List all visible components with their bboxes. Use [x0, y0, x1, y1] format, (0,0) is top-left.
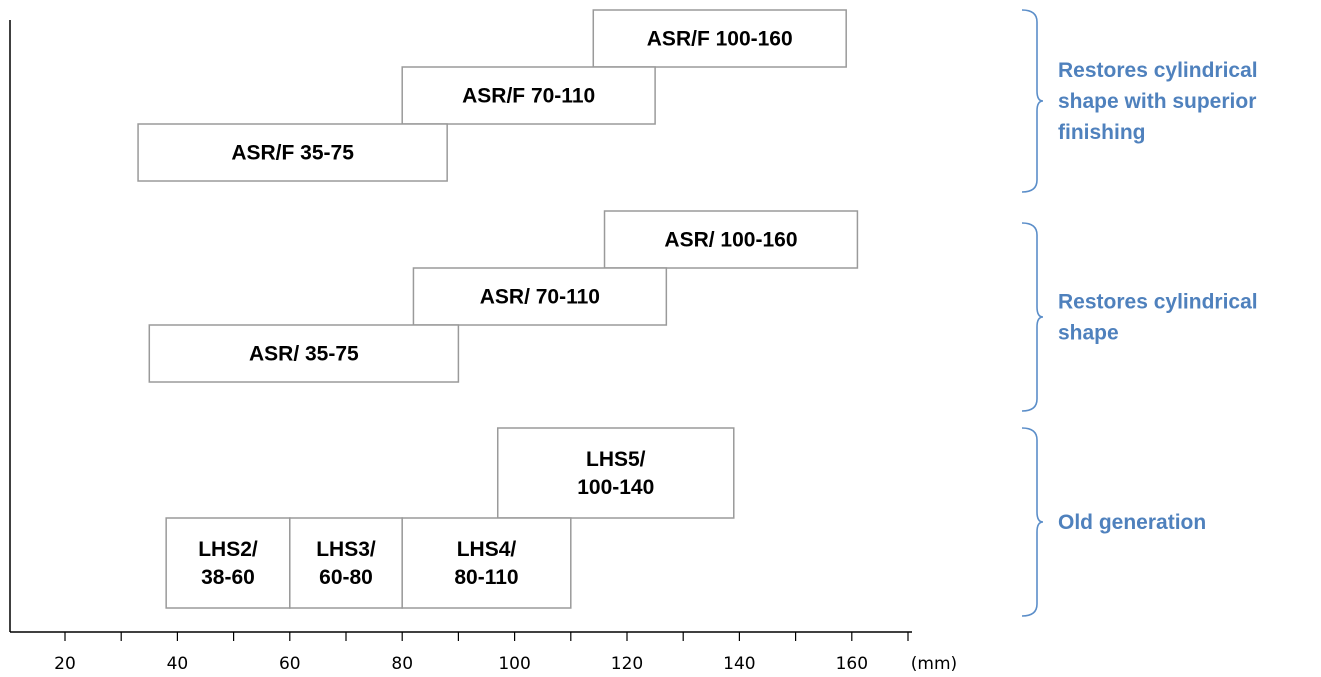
range-bar-label: 100-140 [577, 476, 654, 499]
group-brace [1021, 9, 1044, 193]
x-tick-label: 140 [723, 654, 755, 674]
group-label: Restores cylindrical [1058, 291, 1258, 314]
x-tick-label: 20 [54, 654, 76, 674]
range-bar-label: ASR/F 35-75 [231, 142, 354, 165]
range-bar [592, 9, 847, 68]
range-bar-label: 80-110 [454, 566, 518, 589]
range-bar-label: LHS5/ [586, 448, 646, 471]
range-bar-label: ASR/ 100-160 [664, 229, 797, 252]
range-bar [137, 123, 448, 182]
x-tick-label: 60 [279, 654, 301, 674]
x-axis-unit-label: (mm) [911, 654, 957, 674]
range-bar-label: ASR/F 100-160 [647, 28, 793, 51]
range-bar [496, 427, 735, 519]
range-bar [401, 66, 656, 125]
range-bar-label: ASR/F 70-110 [462, 85, 595, 108]
group-label: Old generation [1058, 511, 1206, 534]
range-bar [165, 517, 291, 609]
group-label: shape with superior [1058, 90, 1256, 113]
range-bar-label: LHS2/ [198, 538, 258, 561]
group-brace [1021, 427, 1044, 617]
x-tick-label: 100 [498, 654, 530, 674]
group-label: finishing [1058, 121, 1146, 144]
range-bar-label: 60-80 [319, 566, 373, 589]
range-bar [603, 210, 859, 269]
range-bar-label: ASR/ 35-75 [249, 343, 359, 366]
x-tick-label: 40 [167, 654, 189, 674]
x-tick-label: 80 [391, 654, 413, 674]
group-label: shape [1058, 322, 1119, 345]
range-bar-label: 38-60 [201, 566, 255, 589]
range-bar [148, 324, 460, 383]
range-bar-label: LHS4/ [457, 538, 517, 561]
range-bar [289, 517, 403, 609]
range-bar-label: ASR/ 70-110 [480, 286, 600, 309]
x-tick-label: 160 [836, 654, 868, 674]
range-bar [401, 517, 572, 609]
group-label: Restores cylindrical [1058, 59, 1258, 82]
x-tick-label: 120 [611, 654, 643, 674]
group-brace [1021, 222, 1044, 412]
range-bar-label: LHS3/ [316, 538, 376, 561]
range-bar [412, 267, 668, 326]
